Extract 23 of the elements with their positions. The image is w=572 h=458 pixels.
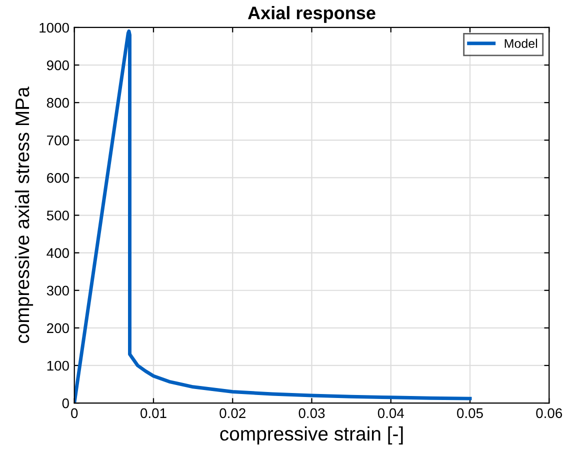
x-axis-title: compressive strain [-] <box>220 426 403 445</box>
y-tick-label: 200 <box>47 323 69 334</box>
legend-label: Model <box>504 38 538 48</box>
line-series <box>74 30 472 404</box>
x-tick-label: 0 <box>71 408 78 418</box>
chart-title: Axial response <box>248 6 376 23</box>
y-tick-label: 1000 <box>40 22 69 33</box>
x-tick-label: 0.02 <box>220 408 246 418</box>
y-tick-label: 500 <box>46 210 69 220</box>
y-tick-label: 700 <box>47 135 69 146</box>
y-tick-label: 300 <box>46 286 69 296</box>
x-tick-label: 0.04 <box>378 408 404 418</box>
y-tick-label: 100 <box>47 360 69 371</box>
y-axis-title: compressive axial stress MPa <box>14 86 34 344</box>
y-tick-label: 900 <box>46 60 69 70</box>
x-tick-label: 0.05 <box>457 408 483 418</box>
x-tick-label: 0.03 <box>298 408 325 418</box>
x-tick-label: 0.06 <box>536 408 562 418</box>
y-tick-label: 800 <box>46 98 69 108</box>
y-tick-label: 0 <box>62 398 69 408</box>
y-tick-label: 600 <box>47 173 69 183</box>
x-tick-label: 0.01 <box>140 408 166 418</box>
y-tick-label: 400 <box>46 248 69 258</box>
